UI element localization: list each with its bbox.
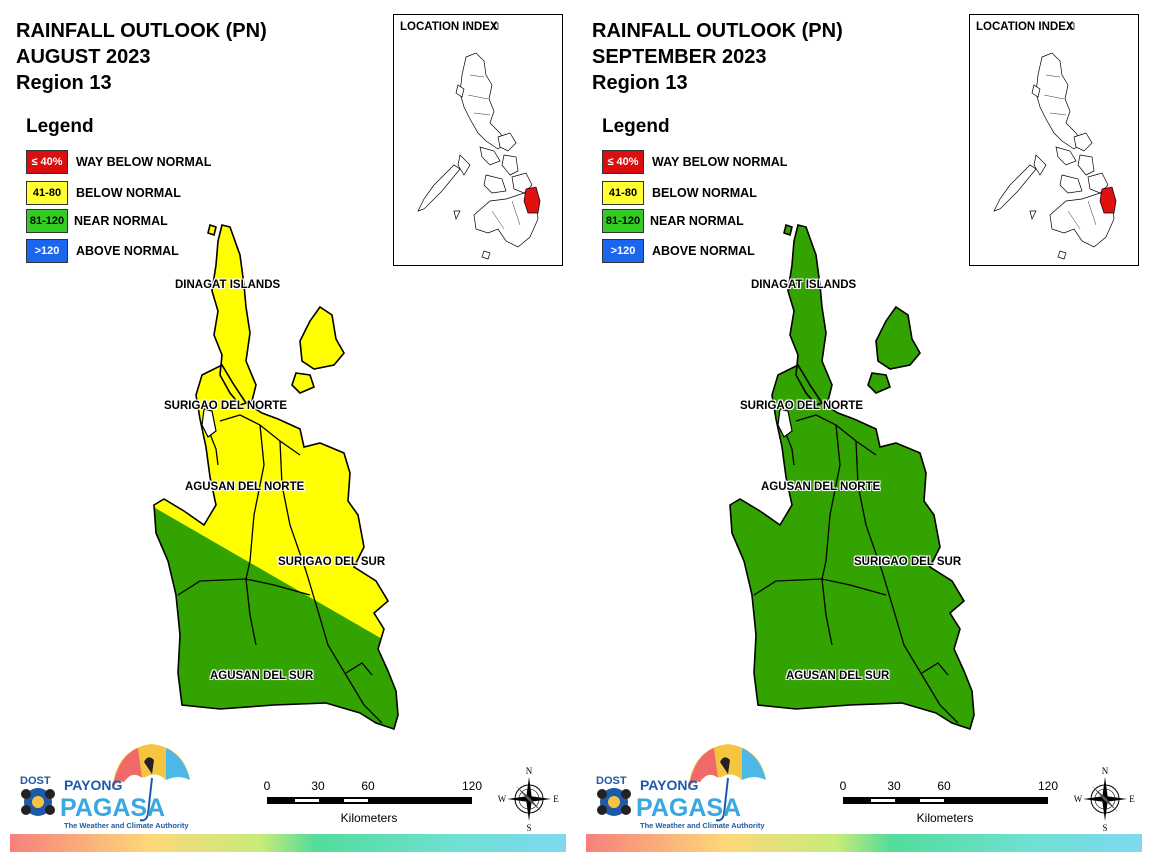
compass-e: E xyxy=(553,794,559,804)
dost-text: DOST xyxy=(596,775,627,787)
legend-swatch: ≤ 40% xyxy=(602,150,644,174)
title-line: SEPTEMBER 2023 xyxy=(592,46,767,68)
near-normal-fill xyxy=(730,225,974,729)
scale-bar: 0 30 60 120 Kilometers xyxy=(262,777,492,829)
scale-tick: 30 xyxy=(311,779,325,793)
scale-tick: 30 xyxy=(887,779,901,793)
province-label-surigao-norte: SURIGAO DEL NORTE xyxy=(740,400,864,412)
location-index-inset: LOCATION INDEX xyxy=(969,14,1139,266)
legend-item-way-below: ≤ 40% WAY BELOW NORMAL xyxy=(602,149,787,175)
compass-n: N xyxy=(526,766,533,776)
legend-item-below: 41-80 BELOW NORMAL xyxy=(602,180,757,206)
compass-s: S xyxy=(526,823,531,833)
tagline-text: The Weather and Climate Authority xyxy=(64,821,189,830)
outlook-panel-august: RAINFALL OUTLOOK (PN) AUGUST 2023 Region… xyxy=(10,14,566,852)
legend-item-above: >120 ABOVE NORMAL xyxy=(26,238,179,264)
legend-label: ABOVE NORMAL xyxy=(76,244,179,258)
payong-pagasa-logo: DOST PAYONG PAGASA The Weather and Clima… xyxy=(592,740,772,835)
legend-label: ABOVE NORMAL xyxy=(652,244,755,258)
region13-rainfall-map xyxy=(153,224,399,730)
legend-item-way-below: ≤ 40% WAY BELOW NORMAL xyxy=(26,149,211,175)
umbrella-icon: DOST PAYONG PAGASA The Weather and Clima… xyxy=(596,744,766,830)
province-label-surigao-sur: SURIGAO DEL SUR xyxy=(854,556,962,568)
scale-tick: 60 xyxy=(937,779,951,793)
compass-s: S xyxy=(1102,823,1107,833)
footer-gradient-bar xyxy=(10,834,566,852)
location-index-inset: LOCATION INDEX xyxy=(393,14,563,266)
legend-title: Legend xyxy=(26,116,94,137)
legend-label: WAY BELOW NORMAL xyxy=(652,155,788,169)
province-label-dinagat: DINAGAT ISLANDS xyxy=(751,279,857,291)
scale-unit: Kilometers xyxy=(341,811,398,825)
near-normal-fill xyxy=(154,505,398,729)
legend-item-near: 81-120 NEAR NORMAL xyxy=(602,208,744,234)
philippines-inset-map xyxy=(417,22,541,260)
legend-item-near: 81-120 NEAR NORMAL xyxy=(26,208,168,234)
title-line: AUGUST 2023 xyxy=(16,46,151,68)
compass-w: W xyxy=(1074,794,1083,804)
legend-label: WAY BELOW NORMAL xyxy=(76,155,212,169)
compass-w: W xyxy=(498,794,507,804)
compass-e: E xyxy=(1129,794,1135,804)
compass-n: N xyxy=(1102,766,1109,776)
scale-tick: 60 xyxy=(361,779,375,793)
outlook-panel-september: RAINFALL OUTLOOK (PN) SEPTEMBER 2023 Reg… xyxy=(576,0,1152,864)
footer-gradient-bar xyxy=(586,834,1142,852)
legend-title: Legend xyxy=(602,116,670,137)
legend-swatch: 41-80 xyxy=(26,181,68,205)
payong-text: PAYONG xyxy=(64,777,122,793)
compass-rose-icon: N S E W xyxy=(1074,765,1136,833)
province-label-surigao-sur: SURIGAO DEL SUR xyxy=(278,556,386,568)
scale-bar: 0 30 60 120 Kilometers xyxy=(838,777,1068,829)
province-label-dinagat: DINAGAT ISLANDS xyxy=(175,279,281,291)
scale-unit: Kilometers xyxy=(917,811,974,825)
scale-tick: 0 xyxy=(840,779,847,793)
title-line: RAINFALL OUTLOOK (PN) xyxy=(16,20,267,42)
legend-item-above: >120 ABOVE NORMAL xyxy=(602,238,755,264)
umbrella-icon: DOST PAYONG PAGASA The Weather and Clima… xyxy=(20,744,190,830)
province-label-agusan-norte: AGUSAN DEL NORTE xyxy=(185,481,305,493)
legend-label: NEAR NORMAL xyxy=(74,214,168,228)
legend-label: BELOW NORMAL xyxy=(652,186,757,200)
title-line: RAINFALL OUTLOOK (PN) xyxy=(592,20,843,42)
payong-pagasa-logo: DOST PAYONG PAGASA The Weather and Clima… xyxy=(16,740,196,835)
philippines-inset-map xyxy=(993,22,1117,260)
legend-label: BELOW NORMAL xyxy=(76,186,181,200)
map-title: RAINFALL OUTLOOK (PN) SEPTEMBER 2023 Reg… xyxy=(592,18,843,96)
scale-tick: 120 xyxy=(1038,779,1058,793)
legend-item-below: 41-80 BELOW NORMAL xyxy=(26,180,181,206)
legend-swatch: ≤ 40% xyxy=(26,150,68,174)
legend-swatch: >120 xyxy=(602,239,644,263)
compass-rose-icon: N S E W xyxy=(498,765,560,833)
title-line: Region 13 xyxy=(592,72,688,94)
scale-tick: 120 xyxy=(462,779,482,793)
legend-swatch: 41-80 xyxy=(602,181,644,205)
map-title: RAINFALL OUTLOOK (PN) AUGUST 2023 Region… xyxy=(16,18,267,96)
pagasa-text: PAGASA xyxy=(60,794,165,822)
region13-rainfall-map xyxy=(729,224,975,730)
legend-swatch: 81-120 xyxy=(602,209,644,233)
province-label-agusan-sur: AGUSAN DEL SUR xyxy=(210,670,314,682)
payong-text: PAYONG xyxy=(640,777,698,793)
legend-swatch: 81-120 xyxy=(26,209,68,233)
title-line: Region 13 xyxy=(16,72,112,94)
legend-swatch: >120 xyxy=(26,239,68,263)
province-label-agusan-norte: AGUSAN DEL NORTE xyxy=(761,481,881,493)
dost-text: DOST xyxy=(20,775,51,787)
scale-tick: 0 xyxy=(264,779,271,793)
legend-label: NEAR NORMAL xyxy=(650,214,744,228)
inset-title: LOCATION INDEX xyxy=(400,21,498,33)
inset-title: LOCATION INDEX xyxy=(976,21,1074,33)
province-label-agusan-sur: AGUSAN DEL SUR xyxy=(786,670,890,682)
pagasa-text: PAGASA xyxy=(636,794,741,822)
province-label-surigao-norte: SURIGAO DEL NORTE xyxy=(164,400,288,412)
tagline-text: The Weather and Climate Authority xyxy=(640,821,765,830)
